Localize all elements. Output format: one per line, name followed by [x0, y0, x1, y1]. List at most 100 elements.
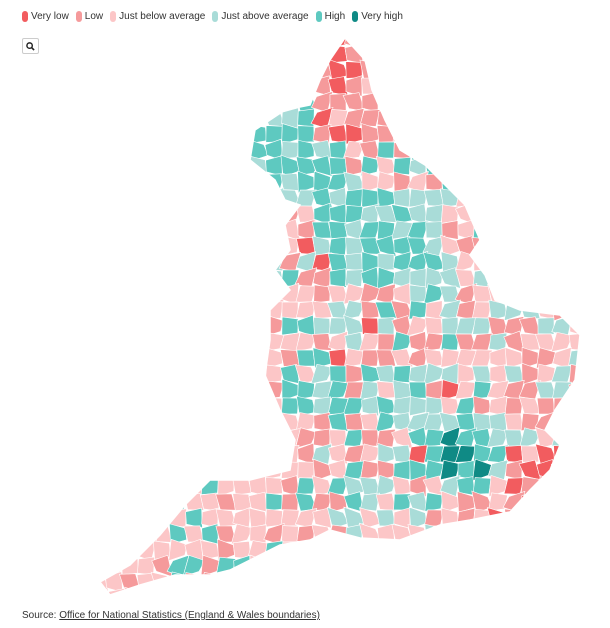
district	[488, 218, 508, 242]
district	[440, 43, 460, 65]
district	[585, 157, 602, 175]
district	[248, 330, 268, 353]
district	[553, 475, 571, 497]
district	[118, 490, 142, 514]
district	[489, 38, 507, 48]
legend-item: High	[315, 11, 345, 22]
district	[105, 124, 123, 144]
district	[231, 299, 253, 321]
district	[536, 555, 556, 577]
district	[103, 38, 125, 49]
district	[281, 589, 299, 595]
district	[216, 461, 236, 479]
legend-swatch	[315, 11, 322, 22]
district	[135, 155, 157, 177]
district	[295, 332, 317, 352]
district	[262, 204, 286, 224]
district	[295, 205, 317, 223]
district	[313, 587, 331, 595]
district	[119, 507, 141, 529]
district	[519, 525, 541, 543]
district	[104, 459, 124, 481]
district	[440, 139, 460, 161]
district	[504, 38, 524, 48]
district	[375, 492, 397, 512]
district	[551, 139, 573, 161]
district	[328, 570, 348, 594]
district	[408, 60, 428, 80]
district	[585, 270, 602, 286]
district	[233, 38, 251, 47]
districts	[100, 38, 602, 595]
district	[328, 236, 348, 256]
district	[103, 477, 125, 495]
district	[185, 507, 203, 529]
district	[150, 460, 174, 480]
district	[409, 555, 427, 577]
district	[136, 204, 156, 224]
district	[233, 587, 251, 595]
district	[105, 412, 123, 432]
district	[247, 252, 269, 272]
district	[119, 92, 141, 112]
district	[329, 157, 347, 175]
district	[100, 507, 109, 529]
district	[135, 331, 157, 354]
district	[105, 172, 123, 192]
legend-swatch	[110, 11, 117, 22]
search-button[interactable]	[22, 38, 39, 54]
district	[329, 491, 347, 513]
district	[150, 426, 174, 450]
legend-swatch	[75, 11, 82, 22]
district	[264, 301, 284, 319]
district	[183, 172, 205, 192]
district	[393, 188, 411, 208]
district	[100, 283, 108, 305]
district	[423, 362, 445, 386]
district	[103, 538, 125, 562]
district	[327, 412, 349, 432]
district	[183, 333, 205, 351]
district	[105, 429, 123, 447]
district	[100, 172, 110, 192]
district	[537, 38, 555, 48]
district	[344, 252, 364, 272]
district	[489, 268, 507, 288]
district	[280, 74, 300, 98]
district	[489, 90, 507, 114]
district	[519, 204, 541, 224]
district	[296, 349, 316, 367]
district	[100, 253, 109, 271]
district	[393, 365, 411, 383]
district	[360, 460, 380, 480]
district	[312, 396, 332, 416]
district	[136, 38, 156, 48]
district	[473, 252, 491, 272]
district	[551, 188, 573, 208]
district	[503, 61, 525, 79]
district	[182, 237, 206, 255]
district	[503, 205, 525, 223]
district	[313, 539, 331, 561]
district	[313, 202, 331, 226]
district	[279, 204, 301, 224]
district	[360, 589, 380, 595]
district	[119, 540, 141, 561]
district	[153, 331, 171, 353]
district	[551, 509, 573, 527]
district	[105, 333, 123, 351]
district	[537, 61, 555, 79]
district	[150, 123, 174, 145]
source-link[interactable]: Office for National Statistics (England …	[59, 610, 320, 621]
district	[586, 349, 602, 368]
district	[199, 316, 221, 336]
district	[297, 170, 315, 194]
district	[472, 203, 492, 225]
district	[231, 219, 253, 241]
district	[439, 524, 461, 544]
district	[392, 571, 412, 593]
district	[152, 444, 172, 464]
district	[472, 122, 492, 146]
district	[408, 538, 428, 562]
